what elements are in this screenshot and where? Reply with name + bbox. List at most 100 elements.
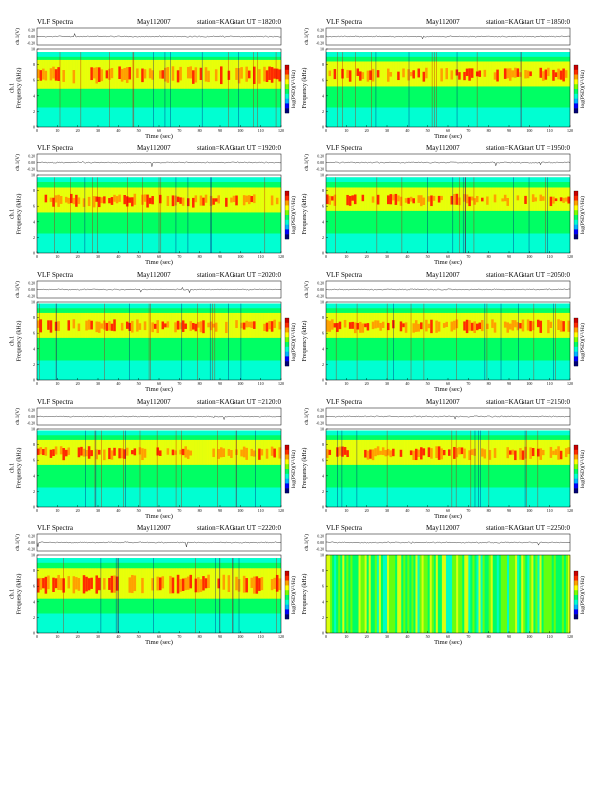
colorbar-segment (285, 84, 289, 90)
spectrogram-band-red (245, 578, 249, 593)
ytick-label: 4 (33, 599, 35, 604)
spectrogram-column (380, 555, 384, 633)
spectrogram-band-red (404, 198, 408, 203)
spectrogram-band-yellow (544, 439, 548, 465)
colorbar-label: log(PSD)(V²/Hz) (290, 450, 297, 488)
spectrogram-band-red (120, 322, 124, 331)
spectrogram-band-yellow (475, 439, 479, 465)
spectrogram-band-yellow (136, 568, 139, 599)
spectrogram-band-yellow (230, 59, 233, 89)
xtick-label: 80 (487, 634, 491, 639)
waveform-ytick-label: 0.00 (28, 288, 35, 292)
spectrogram-band-red (39, 447, 43, 455)
spectrogram-band-red (67, 320, 71, 331)
xtick-label: 50 (426, 254, 430, 259)
spectrogram-band-red (49, 68, 53, 81)
colorbar-segment (574, 595, 578, 600)
xtick-label: 10 (55, 128, 59, 133)
spectrogram-band-yellow (222, 187, 226, 213)
spectrogram-band-yellow (414, 187, 418, 211)
spectrogram-column (413, 555, 416, 633)
spectrogram-empty (326, 49, 570, 53)
spectrogram-band-red (95, 67, 99, 84)
spectrogram-band-red (52, 66, 55, 79)
spectrogram-band-red (220, 66, 223, 85)
spectrogram-band-red (331, 196, 334, 201)
spectrogram-band-yellow (488, 187, 492, 211)
spectrogram-band-yellow (260, 187, 264, 213)
colorbar-segment (574, 210, 578, 216)
spectrogram-column (376, 555, 380, 633)
spectrogram-band-yellow (47, 59, 50, 89)
ytick-label: 4 (322, 599, 324, 604)
spectrogram-column (433, 555, 436, 633)
colorbar-segment (285, 464, 289, 470)
spectrogram-band-yellow (220, 187, 223, 213)
spectrogram-band-red (374, 320, 378, 329)
colorbar-segment (285, 103, 289, 109)
xtick-label: 80 (487, 508, 491, 513)
spectrogram-band-red (250, 321, 254, 328)
xtick-label: 20 (76, 254, 80, 259)
spectrogram-band-red (524, 69, 527, 79)
spectrogram-ylabel: Frequency (kHz) (16, 448, 23, 489)
ytick-label: 0 (322, 378, 324, 383)
ytick-label: 0 (33, 251, 35, 256)
spectrogram-band-yellow (384, 312, 388, 338)
spectrogram-band-red (115, 576, 119, 591)
spectrogram-band-red (159, 577, 162, 591)
spectrogram-band-red (54, 69, 58, 81)
xtick-label: 30 (96, 254, 100, 259)
spectrogram-band-red (437, 446, 441, 460)
spectrogram-band-yellow (514, 187, 517, 211)
ytick-label: 2 (322, 489, 324, 494)
spectrogram-band-yellow (202, 59, 205, 89)
spectrogram-band-red (514, 450, 517, 461)
spectrogram-band-red (133, 448, 137, 456)
spectrogram-ylabel: Frequency (kHz) (301, 321, 308, 362)
spectrogram-band-yellow (222, 312, 226, 338)
waveform-frame (325, 533, 571, 552)
spectrogram-band-yellow (237, 439, 241, 465)
spectrogram-band-red (481, 197, 484, 202)
spectrogram-band-red (103, 449, 106, 461)
spectrogram-band-yellow (164, 439, 167, 465)
spectrogram-band-yellow (220, 568, 223, 599)
spectrogram-band-yellow (384, 187, 388, 211)
colorbar-frame (573, 444, 579, 494)
panel-date: May112007 (426, 524, 460, 532)
spectrogram-band-red (108, 321, 111, 331)
ytick-label: 4 (322, 473, 324, 478)
xtick-label: 0 (36, 254, 38, 259)
waveform-ytick-label: 0.20 (317, 29, 324, 33)
xtick-label: 110 (258, 634, 264, 639)
colorbar-segment (574, 580, 578, 586)
spectrogram-band-red (253, 450, 256, 457)
spectrogram-band-red (54, 578, 58, 589)
spectrogram-column (395, 555, 398, 633)
spectrogram-column (419, 555, 422, 633)
spectrogram-band-yellow (204, 312, 208, 338)
spectrogram-band-yellow (153, 439, 157, 465)
spectrogram-column (523, 555, 526, 633)
spectrogram-column (539, 555, 542, 633)
ytick-label: 6 (322, 331, 324, 336)
colorbar-segment (574, 351, 578, 357)
spectrogram-band-yellow (82, 312, 86, 338)
xtick-label: 60 (157, 634, 161, 639)
spectrogram-column (509, 555, 512, 633)
spectrogram-column (460, 555, 463, 633)
spectrogram-band-red (82, 575, 86, 594)
ytick-label: 0 (322, 631, 324, 636)
spectrogram-band-yellow (359, 439, 362, 465)
spectrogram-band-red (166, 448, 170, 455)
spectrogram-band-red (450, 195, 454, 205)
spectrogram-band-yellow (209, 439, 213, 465)
xtick-label: 70 (177, 508, 181, 513)
spectrogram-band-red (131, 574, 134, 594)
spectrogram-band-yellow (374, 61, 378, 87)
spectrogram-band-red (412, 198, 416, 204)
spectrogram-band-red (47, 575, 50, 590)
colorbar-segment (285, 445, 289, 450)
xtick-label: 0 (36, 381, 38, 386)
